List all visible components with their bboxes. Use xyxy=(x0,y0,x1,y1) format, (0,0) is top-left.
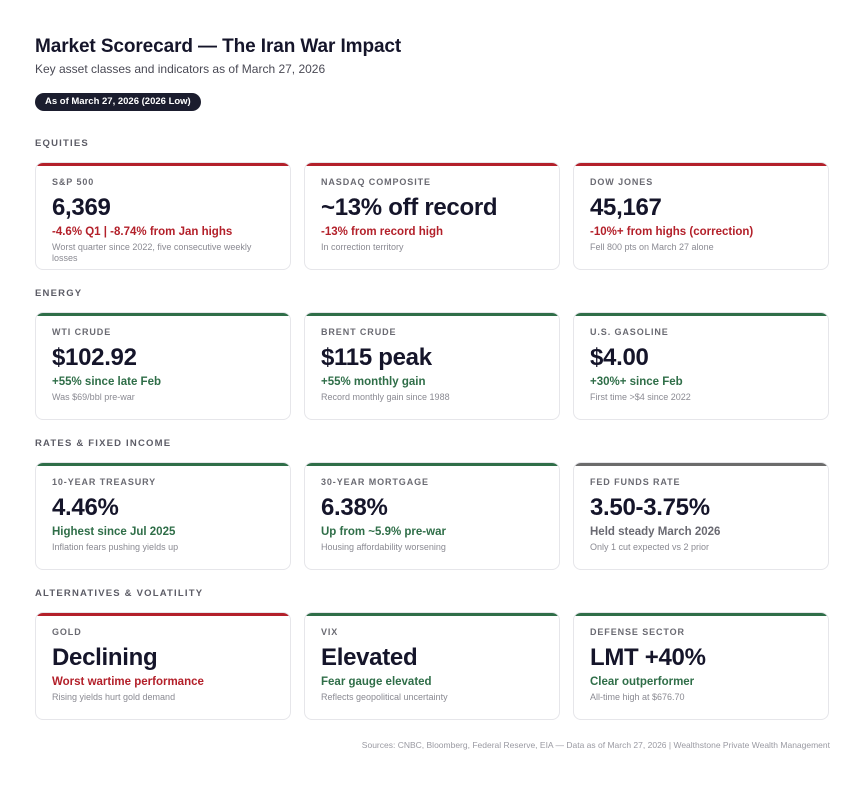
section-equities: EQUITIES S&P 500 6,369 -4.6% Q1 | -8.74%… xyxy=(35,138,829,270)
card-change: -10%+ from highs (correction) xyxy=(590,226,754,238)
scorecard-page: Market Scorecard — The Iran War Impact K… xyxy=(35,36,830,720)
card-value: Declining xyxy=(52,644,158,671)
section-rates-fixed-income: RATES & FIXED INCOME 10-YEAR TREASURY 4.… xyxy=(35,438,829,570)
card-grid: GOLD Declining Worst wartime performance… xyxy=(35,612,829,720)
card-accent-bar xyxy=(36,613,290,616)
card-accent-bar xyxy=(305,613,559,616)
page-subtitle: Key asset classes and indicators as of M… xyxy=(35,62,326,76)
sources-footer: Sources: CNBC, Bloomberg, Federal Reserv… xyxy=(361,740,830,750)
card-change: +55% since late Feb xyxy=(52,376,161,388)
card-brent-crude: BRENT CRUDE $115 peak +55% monthly gain … xyxy=(304,312,560,420)
card-label: 30-YEAR MORTGAGE xyxy=(321,477,429,487)
card-value: $115 peak xyxy=(321,344,432,371)
card-dow-jones: DOW JONES 45,167 -10%+ from highs (corre… xyxy=(573,162,829,270)
card-grid: S&P 500 6,369 -4.6% Q1 | -8.74% from Jan… xyxy=(35,162,829,270)
card-note: Only 1 cut expected vs 2 prior xyxy=(590,542,710,552)
section-label: ALTERNATIVES & VOLATILITY xyxy=(35,588,204,599)
card-note: First time >$4 since 2022 xyxy=(590,392,691,402)
card-value: Elevated xyxy=(321,644,418,671)
card-accent-bar xyxy=(305,163,559,166)
card-label: NASDAQ COMPOSITE xyxy=(321,177,431,187)
card-label: FED FUNDS RATE xyxy=(590,477,681,487)
card-note: In correction territory xyxy=(321,242,404,252)
card-note: Was $69/bbl pre-war xyxy=(52,392,135,402)
card-label: VIX xyxy=(321,627,339,637)
card-accent-bar xyxy=(574,163,828,166)
card-note: Inflation fears pushing yields up xyxy=(52,542,179,552)
card-nasdaq: NASDAQ COMPOSITE ~13% off record -13% fr… xyxy=(304,162,560,270)
card-value: 3.50-3.75% xyxy=(590,494,710,521)
card-label: WTI CRUDE xyxy=(52,327,112,337)
card-accent-bar xyxy=(36,163,290,166)
card-fed-funds-rate: FED FUNDS RATE 3.50-3.75% Held steady Ma… xyxy=(573,462,829,570)
card-change: Clear outperformer xyxy=(590,676,695,688)
card-change: Worst wartime performance xyxy=(52,676,204,688)
card-label: 10-YEAR TREASURY xyxy=(52,477,157,487)
section-alternatives-volatility: ALTERNATIVES & VOLATILITY GOLD Declining… xyxy=(35,588,829,720)
card-value: $102.92 xyxy=(52,344,137,371)
card-value: 6.38% xyxy=(321,494,388,521)
card-note: Rising yields hurt gold demand xyxy=(52,692,176,702)
card-wti-crude: WTI CRUDE $102.92 +55% since late Feb Wa… xyxy=(35,312,291,420)
card-change: +55% monthly gain xyxy=(321,376,426,388)
card-gold: GOLD Declining Worst wartime performance… xyxy=(35,612,291,720)
card-30-year-mortgage: 30-YEAR MORTGAGE 6.38% Up from ~5.9% pre… xyxy=(304,462,560,570)
card-grid: WTI CRUDE $102.92 +55% since late Feb Wa… xyxy=(35,312,829,420)
page-title: Market Scorecard — The Iran War Impact xyxy=(35,36,402,57)
card-change: Up from ~5.9% pre-war xyxy=(321,526,446,538)
card-change: +30%+ since Feb xyxy=(590,376,683,388)
card-sp500: S&P 500 6,369 -4.6% Q1 | -8.74% from Jan… xyxy=(35,162,291,270)
card-note: Housing affordability worsening xyxy=(321,542,446,552)
card-label: DOW JONES xyxy=(590,177,654,187)
card-us-gasoline: U.S. GASOLINE $4.00 +30%+ since Feb Firs… xyxy=(573,312,829,420)
card-change: Highest since Jul 2025 xyxy=(52,526,176,538)
card-label: DEFENSE SECTOR xyxy=(590,627,685,637)
card-change: Fear gauge elevated xyxy=(321,676,432,688)
card-value: 4.46% xyxy=(52,494,119,521)
card-grid: 10-YEAR TREASURY 4.46% Highest since Jul… xyxy=(35,462,829,570)
card-vix: VIX Elevated Fear gauge elevated Reflect… xyxy=(304,612,560,720)
card-change: Held steady March 2026 xyxy=(590,526,721,538)
card-value: LMT +40% xyxy=(590,644,706,671)
card-note: All-time high at $676.70 xyxy=(590,692,685,702)
card-accent-bar xyxy=(36,463,290,466)
card-change: -13% from record high xyxy=(321,226,444,238)
card-value: 45,167 xyxy=(590,194,662,221)
card-label: GOLD xyxy=(52,627,82,637)
card-accent-bar xyxy=(574,613,828,616)
as-of-badge: As of March 27, 2026 (2026 Low) xyxy=(35,93,201,111)
card-accent-bar xyxy=(36,313,290,316)
card-accent-bar xyxy=(574,463,828,466)
card-label: S&P 500 xyxy=(52,177,95,187)
card-note: Fell 800 pts on March 27 alone xyxy=(590,242,714,252)
card-note: Reflects geopolitical uncertainty xyxy=(321,692,448,702)
card-value: $4.00 xyxy=(590,344,649,371)
card-note: Record monthly gain since 1988 xyxy=(321,392,450,402)
section-energy: ENERGY WTI CRUDE $102.92 +55% since late… xyxy=(35,288,829,420)
section-label: ENERGY xyxy=(35,288,83,299)
card-10-year-treasury: 10-YEAR TREASURY 4.46% Highest since Jul… xyxy=(35,462,291,570)
card-change: -4.6% Q1 | -8.74% from Jan highs xyxy=(52,226,233,238)
card-defense-sector: DEFENSE SECTOR LMT +40% Clear outperform… xyxy=(573,612,829,720)
card-label: U.S. GASOLINE xyxy=(590,327,669,337)
card-accent-bar xyxy=(305,463,559,466)
card-note: Worst quarter since 2022, five consecuti… xyxy=(52,242,252,263)
section-label: RATES & FIXED INCOME xyxy=(35,438,172,449)
card-accent-bar xyxy=(305,313,559,316)
card-value: ~13% off record xyxy=(321,194,498,221)
card-value: 6,369 xyxy=(52,194,111,221)
card-label: BRENT CRUDE xyxy=(321,327,397,337)
card-accent-bar xyxy=(574,313,828,316)
section-label: EQUITIES xyxy=(35,138,89,149)
